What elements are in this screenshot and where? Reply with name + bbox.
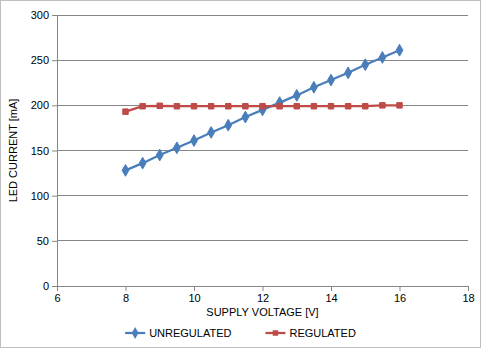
series-marker [328,74,335,86]
y-tick: 50 [37,235,57,247]
series-marker [277,103,282,108]
y-tick-label: 300 [31,9,49,21]
series-marker [259,104,266,116]
series-marker [276,97,283,109]
series-marker [122,164,129,176]
legend-label: REGULATED [289,327,355,339]
series-marker [139,157,146,169]
x-tick: 12 [257,286,269,304]
y-tick-mark [52,196,57,197]
series-marker [174,103,179,108]
x-tick: 6 [54,286,60,304]
x-tick-label: 18 [462,292,474,304]
grid-line [57,15,468,16]
x-tick-label: 10 [188,292,200,304]
series-area [122,44,403,176]
y-axis: 0 50 100 150 200 250 300 [31,9,58,292]
y-tick: 250 [31,54,57,66]
series-marker [294,103,299,108]
series-marker [379,52,386,64]
y-tick-label: 200 [31,99,49,111]
legend-label: UNREGULATED [149,327,231,339]
legend-swatch-marker [273,330,278,335]
series-marker [243,103,248,108]
series-marker [362,59,369,71]
series-marker [397,103,402,108]
series-marker [396,44,403,56]
plot: 6 8 10 12 14 16 18 0 50 100 150 200 250 300 [31,9,475,304]
y-tick-mark [52,105,57,106]
x-tick: 18 [462,286,474,304]
y-axis-title: LED CURRENT [mA] [7,99,19,203]
x-tick-mark [400,286,401,291]
x-tick-mark [126,286,127,291]
y-tick-label: 0 [43,280,49,292]
chart: 6 8 10 12 14 16 18 0 50 100 150 200 250 300 SUPPLY VOL… [0,0,481,348]
legend-item: UNREGULATED [125,327,231,339]
y-tick-mark [52,15,57,16]
x-tick-label: 12 [257,292,269,304]
x-tick-label: 8 [123,292,129,304]
series-line [126,50,400,170]
x-tick-mark [468,286,469,291]
series-marker [140,103,145,108]
x-tick: 10 [188,286,200,304]
series-marker [191,135,198,147]
x-tick-label: 14 [325,292,337,304]
grid [57,15,468,286]
x-axis-title: SUPPLY VOLTAGE [V] [206,306,318,318]
series-marker [208,127,215,139]
y-tick-mark [52,60,57,61]
chart-border [1,1,481,348]
y-tick: 200 [31,99,57,111]
y-tick-mark [52,151,57,152]
x-tick: 8 [123,286,129,304]
y-tick: 150 [31,145,57,157]
series-marker [345,67,352,79]
y-tick: 100 [31,190,57,202]
series-marker [191,103,196,108]
y-tick-label: 50 [37,235,49,247]
series-marker [157,103,162,108]
x-tick: 14 [325,286,337,304]
x-tick-mark [263,286,264,291]
x-tick-mark [331,286,332,291]
grid-line [57,150,468,151]
y-tick-mark [52,286,57,287]
series-marker [226,103,231,108]
grid-line [57,60,468,61]
series-marker [173,142,180,154]
y-tick-mark [52,241,57,242]
x-tick-label: 16 [394,292,406,304]
series-marker [328,103,333,108]
grid-line [57,240,468,241]
x-tick-mark [194,286,195,291]
y-tick: 300 [31,9,57,21]
series-marker [363,103,368,108]
series-marker [208,103,213,108]
series-marker [242,111,249,123]
grid-line [57,195,468,196]
series-marker [380,103,385,108]
x-axis: 6 8 10 12 14 16 18 [54,286,474,304]
series-marker [225,119,232,131]
series-marker [156,149,163,161]
series-marker [311,103,316,108]
y-tick: 0 [43,280,57,292]
series-marker [345,103,350,108]
x-tick: 16 [394,286,406,304]
legend-item: REGULATED [265,327,355,339]
series-marker [260,103,265,108]
y-tick-label: 250 [31,54,49,66]
x-tick-label: 6 [54,292,60,304]
x-axis-line [58,287,469,292]
series-marker [310,81,317,93]
legend: UNREGULATED REGULATED [125,327,356,339]
y-axis-line [52,16,58,287]
series-marker [123,109,128,114]
y-tick-label: 150 [31,145,49,157]
series-marker [293,90,300,102]
y-tick-label: 100 [31,190,49,202]
legend-swatch-marker [132,327,139,339]
